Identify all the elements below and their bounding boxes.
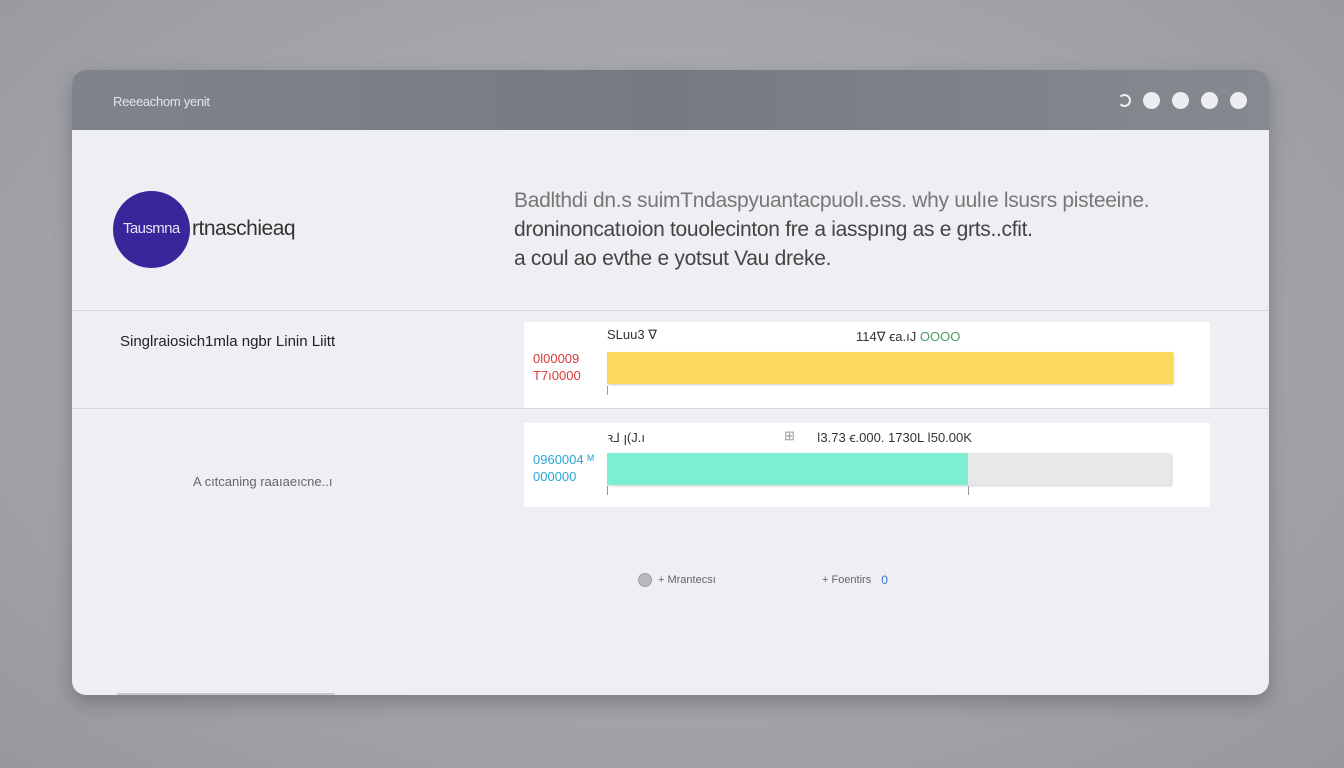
- progress-bar: [607, 453, 1171, 485]
- refresh-icon[interactable]: [1118, 94, 1131, 107]
- circle-icon[interactable]: [1172, 92, 1189, 109]
- card-value: 0960004 ᴹ: [533, 452, 594, 467]
- divider: [72, 310, 1269, 311]
- row-label: A cıtcaning raaıaeıcne..ı: [193, 474, 333, 489]
- card-head-value: 114∇ ꞓa.ıJ: [856, 329, 917, 344]
- circle-icon[interactable]: [1201, 92, 1218, 109]
- legend-label: + Mrantecsı: [658, 574, 716, 586]
- description: Badlthdi dn.s suimTndaspyuantacpuolı.ess…: [514, 186, 1254, 273]
- avatar: [113, 191, 190, 268]
- chart-icon: ⊞: [784, 428, 795, 443]
- title-bar: Reeeachom yenit: [72, 70, 1269, 130]
- card-head-accent: OOOO: [919, 329, 961, 344]
- legend-dot-icon: [638, 573, 652, 587]
- progress-fill: [607, 453, 968, 485]
- description-line: Badlthdi dn.s suimTndaspyuantacpuolı.ess…: [514, 189, 1150, 212]
- progress-fill: [607, 352, 1173, 384]
- app-window: Reeeachom yenit Tausmna rtnaschieaq Badl…: [72, 70, 1269, 695]
- row-label: Singlraiosich1mla ngbr Linin Liitt: [120, 333, 336, 350]
- legend-label: + Foentirs: [822, 574, 872, 586]
- scrollbar[interactable]: [117, 693, 335, 695]
- brand-name: rtnaschieaq: [192, 217, 296, 240]
- legend-item[interactable]: + Mrantecsı: [638, 573, 716, 587]
- metric-card: SLuu3 ∇ 114∇ ꞓa.ıJ OOOO 0l00009 T7ı0000: [524, 322, 1210, 408]
- metric-card: ꝛ⅃ ꞁ(J.ı ⊞ ǀ3.73 ꞓ.000. 1730L ǀ50.00K 09…: [524, 423, 1210, 507]
- description-line: droninoncatıoion touolecinton fre a iass…: [514, 218, 1033, 241]
- card-value: T7ı0000: [533, 368, 581, 383]
- card-head-left: SLuu3 ∇: [607, 327, 657, 342]
- window-title: Reeeachom yenit: [113, 94, 210, 109]
- axis-tick: [967, 486, 969, 495]
- avatar-text: Tausmna: [123, 220, 180, 237]
- progress-bar: [607, 352, 1173, 384]
- card-head-value: ǀ3.73 ꞓ.000. 1730L ǀ50.00K: [817, 430, 972, 445]
- card-values: 0l00009 T7ı0000: [533, 350, 581, 384]
- description-line: a coul ao evthe e yotsut Vau dreke.: [514, 247, 832, 270]
- card-value: 0l00009: [533, 351, 580, 366]
- axis-tick: [607, 486, 608, 495]
- divider: [72, 408, 1269, 409]
- card-head-left: ꝛ⅃ ꞁ(J.ı: [607, 430, 645, 445]
- legend-item[interactable]: + Foentirs 0: [822, 573, 888, 587]
- axis-tick: [607, 386, 608, 395]
- window-controls: [1118, 92, 1247, 109]
- card-head-right: 114∇ ꞓa.ıJ OOOO: [856, 327, 960, 345]
- card-values: 0960004 ᴹ 000000: [533, 451, 594, 485]
- card-value: 000000: [533, 469, 577, 484]
- legend-count: 0: [881, 573, 888, 587]
- circle-icon[interactable]: [1143, 92, 1160, 109]
- user-icon[interactable]: [1230, 92, 1247, 109]
